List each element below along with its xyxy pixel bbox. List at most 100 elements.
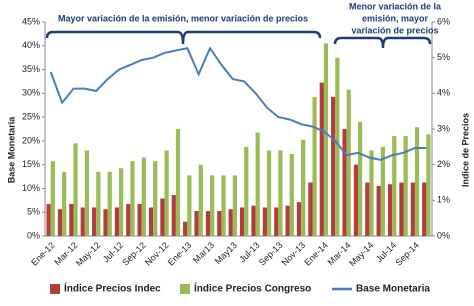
y2-tick-label: 5% — [437, 52, 450, 62]
bar — [353, 164, 359, 236]
bar — [410, 182, 415, 236]
y2-tick-label: 1% — [437, 195, 450, 205]
bar — [244, 146, 249, 236]
bar — [153, 161, 158, 236]
bar — [319, 82, 324, 236]
bar — [251, 205, 256, 236]
x-tick-label: Ene-12 — [29, 240, 57, 268]
bracket — [45, 30, 322, 45]
bar — [399, 182, 404, 236]
y-tick-label: 5% — [27, 207, 40, 217]
y-tick-label: 20% — [22, 135, 40, 145]
bar — [96, 171, 101, 236]
bar — [342, 129, 347, 236]
bar — [57, 209, 63, 236]
x-tick-label: May13 — [213, 240, 239, 266]
bracket — [333, 36, 432, 49]
annotation: emisión, mayor — [362, 13, 429, 23]
y2-tick-label: 6% — [437, 16, 450, 26]
bar — [114, 207, 119, 236]
bar — [387, 184, 393, 236]
x-tick-label: Nov-12 — [143, 240, 171, 268]
legend-label: Índice Precios Congreso — [194, 282, 311, 295]
y-tick-label: 10% — [22, 183, 40, 193]
bar — [221, 175, 226, 236]
bar — [62, 171, 67, 236]
bar — [232, 175, 238, 236]
x-tick-label: Ene-14 — [302, 240, 330, 268]
bar — [358, 121, 363, 236]
annotation: variación de precios — [351, 25, 438, 35]
bar — [130, 161, 135, 236]
bar — [369, 150, 374, 236]
bar — [187, 175, 192, 236]
legend-swatch — [50, 284, 60, 294]
x-tick-label: Sep-13 — [257, 240, 285, 268]
bar — [414, 127, 420, 236]
bar — [80, 207, 85, 236]
y2-tick-label: 2% — [437, 159, 450, 169]
x-tick-label: Sep-12 — [120, 240, 148, 268]
bar — [164, 150, 169, 236]
x-tick-label: Sep-14 — [393, 240, 421, 268]
bar — [171, 194, 176, 236]
bar — [103, 209, 108, 236]
bar — [346, 89, 351, 237]
y2-tick-label: 4% — [437, 88, 450, 98]
y2-tick-label: 0% — [437, 230, 450, 240]
bar — [285, 205, 290, 236]
bar — [137, 203, 142, 236]
legend-label: Índice Precios Indec — [64, 282, 161, 295]
bar — [266, 150, 272, 236]
bar — [278, 150, 283, 236]
x-tick-label: Ene-13 — [166, 240, 194, 268]
bar — [148, 207, 154, 236]
bar — [194, 211, 199, 236]
bar — [312, 96, 317, 237]
y-tick-label: 35% — [22, 64, 40, 74]
bar — [392, 136, 397, 236]
bar — [73, 143, 78, 236]
bar — [217, 211, 222, 236]
bar — [175, 129, 181, 236]
x-tick-label: Mar13 — [191, 240, 216, 265]
y-tick-label: 45% — [22, 16, 40, 26]
bar — [331, 96, 336, 237]
bar — [107, 171, 112, 236]
bar — [239, 207, 245, 236]
bar — [262, 207, 267, 236]
x-tick-label: May-14 — [347, 240, 375, 268]
bar — [301, 139, 306, 236]
bar — [205, 211, 211, 236]
bar — [289, 153, 294, 236]
bar — [50, 161, 55, 236]
x-tick-label: Nov-13 — [280, 240, 308, 268]
bar — [228, 209, 233, 236]
bar — [422, 182, 427, 236]
y2-axis-title: Indice de Precios — [460, 113, 470, 187]
y-tick-label: 0% — [27, 230, 40, 240]
bar — [323, 43, 329, 237]
bar — [118, 168, 124, 236]
bar — [160, 198, 165, 236]
y-tick-label: 25% — [22, 111, 40, 121]
y-axis-title: Base Monetaria — [6, 116, 16, 184]
bar — [376, 186, 381, 236]
bar — [92, 207, 97, 236]
y-tick-label: 40% — [22, 40, 40, 50]
bar — [126, 203, 131, 236]
y2-tick-label: 3% — [437, 123, 450, 133]
bar — [255, 132, 260, 236]
legend-label: Base Monetaria — [356, 284, 430, 295]
x-tick-label: May-12 — [74, 240, 102, 268]
bar — [274, 207, 279, 236]
bar — [46, 203, 51, 236]
line — [49, 46, 427, 161]
y-tick-label: 30% — [22, 88, 40, 98]
bar — [335, 57, 340, 236]
y-tick-label: 15% — [22, 159, 40, 169]
bar — [403, 136, 408, 236]
legend-swatch — [180, 284, 190, 294]
annotation: Menor variación de la — [349, 1, 442, 11]
